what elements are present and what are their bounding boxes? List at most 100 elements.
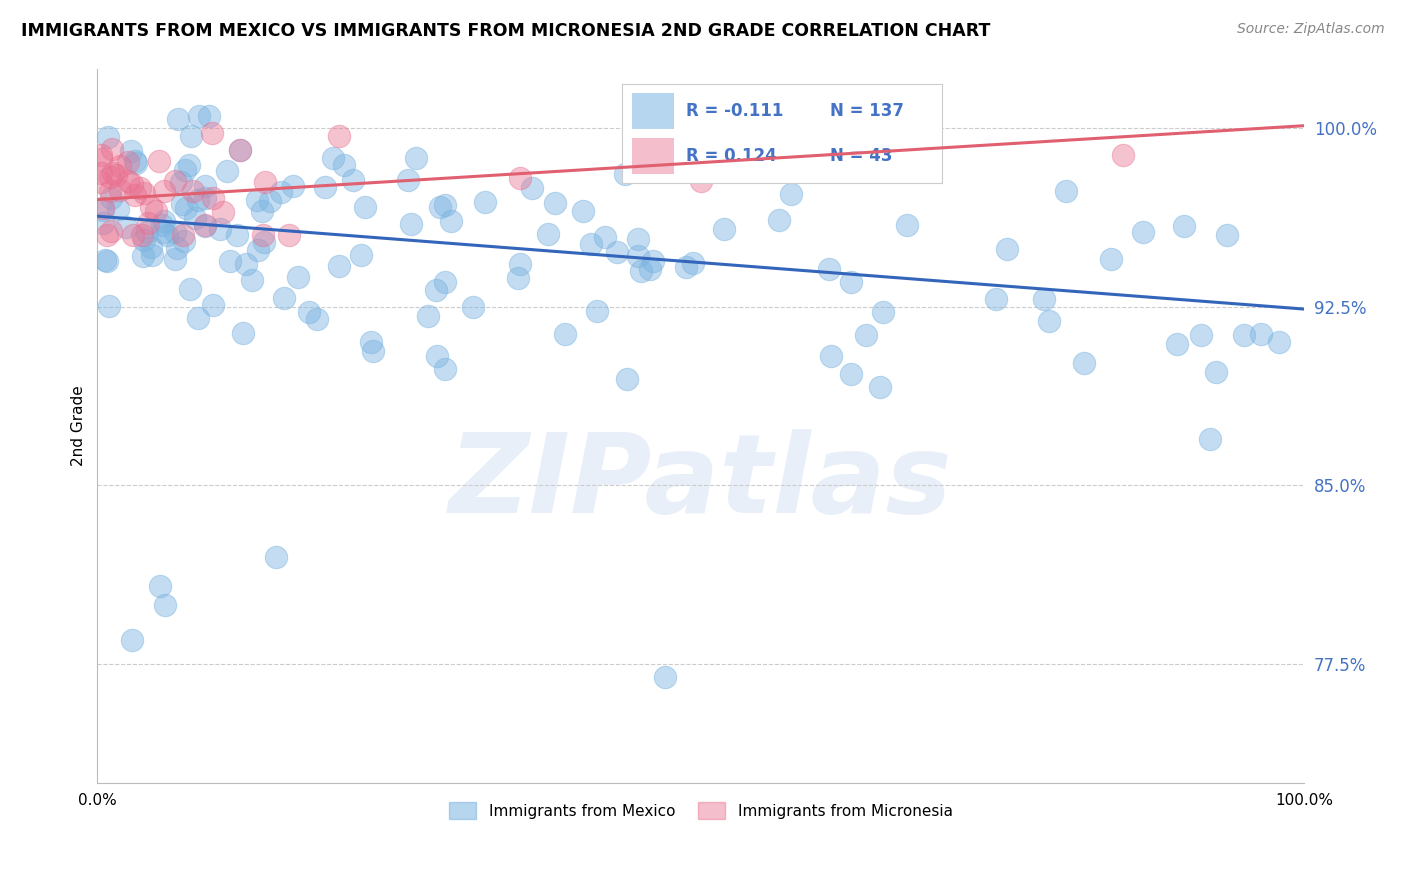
Point xyxy=(163,174,186,188)
Point xyxy=(872,305,894,319)
Point xyxy=(225,227,247,242)
Point xyxy=(440,214,463,228)
Point xyxy=(179,282,201,296)
Point xyxy=(172,197,194,211)
Point xyxy=(675,260,697,274)
Point xyxy=(298,305,321,319)
Point xyxy=(416,309,439,323)
Point xyxy=(803,109,825,123)
Point xyxy=(101,166,124,180)
Point xyxy=(616,372,638,386)
Point xyxy=(433,362,456,376)
Point xyxy=(90,166,112,180)
Point xyxy=(820,349,842,363)
Point xyxy=(360,335,382,350)
Point xyxy=(98,184,121,198)
Point xyxy=(148,153,170,168)
Point xyxy=(135,225,157,239)
Point xyxy=(107,202,129,216)
Point xyxy=(254,175,277,189)
Point xyxy=(124,153,146,168)
Point xyxy=(768,213,790,227)
Point xyxy=(194,219,217,233)
Point xyxy=(654,670,676,684)
Point xyxy=(995,242,1018,256)
Point xyxy=(1199,432,1222,446)
Point xyxy=(869,380,891,394)
Point xyxy=(131,249,153,263)
Y-axis label: 2nd Grade: 2nd Grade xyxy=(72,385,86,467)
Point xyxy=(627,232,650,246)
Point xyxy=(396,172,419,186)
Legend: Immigrants from Mexico, Immigrants from Micronesia: Immigrants from Mexico, Immigrants from … xyxy=(443,796,959,825)
Point xyxy=(1173,219,1195,233)
Point xyxy=(209,221,232,235)
Point xyxy=(1099,252,1122,266)
Point xyxy=(818,261,841,276)
Point xyxy=(122,228,145,243)
Point xyxy=(281,178,304,193)
Point xyxy=(145,204,167,219)
Point xyxy=(509,171,531,186)
Point xyxy=(896,218,918,232)
Point xyxy=(121,177,143,191)
Point xyxy=(252,228,274,243)
Point xyxy=(544,196,567,211)
Point xyxy=(97,129,120,144)
Point xyxy=(229,144,252,158)
Point xyxy=(173,234,195,248)
Point xyxy=(689,174,711,188)
Point xyxy=(117,154,139,169)
Point xyxy=(1132,225,1154,239)
Point xyxy=(108,183,131,197)
Point xyxy=(125,156,148,170)
Point xyxy=(97,299,120,313)
Point xyxy=(259,194,281,209)
Point xyxy=(187,311,209,326)
Point xyxy=(1250,326,1272,341)
Point xyxy=(643,253,665,268)
Point xyxy=(855,327,877,342)
Point xyxy=(108,159,131,173)
Point xyxy=(212,205,235,219)
Point xyxy=(401,217,423,231)
Point xyxy=(153,184,176,198)
Point xyxy=(1233,328,1256,343)
Point xyxy=(187,194,209,208)
Point xyxy=(606,245,628,260)
Point xyxy=(586,304,609,318)
Point xyxy=(595,230,617,244)
Point xyxy=(170,175,193,189)
Point xyxy=(361,343,384,358)
Point xyxy=(333,158,356,172)
Point xyxy=(322,151,344,165)
Point xyxy=(779,186,801,201)
Point xyxy=(637,128,659,143)
Point xyxy=(217,163,239,178)
Point xyxy=(839,368,862,382)
Point xyxy=(433,198,456,212)
Point xyxy=(314,179,336,194)
Point xyxy=(278,228,301,243)
Point xyxy=(180,129,202,144)
Point xyxy=(1112,148,1135,162)
Point xyxy=(134,234,156,248)
Point xyxy=(328,259,350,273)
Point xyxy=(153,214,176,228)
Point xyxy=(1038,314,1060,328)
Point xyxy=(839,275,862,289)
Point xyxy=(201,127,224,141)
Point xyxy=(90,147,112,161)
Point xyxy=(105,169,128,183)
Point xyxy=(117,174,139,188)
Point xyxy=(193,191,215,205)
Point xyxy=(101,142,124,156)
Point xyxy=(219,254,242,268)
Point xyxy=(429,200,451,214)
Point xyxy=(630,264,652,278)
Point xyxy=(153,598,176,612)
Point xyxy=(96,254,118,268)
Point xyxy=(121,633,143,648)
Point xyxy=(1215,227,1237,242)
Point xyxy=(270,186,292,200)
